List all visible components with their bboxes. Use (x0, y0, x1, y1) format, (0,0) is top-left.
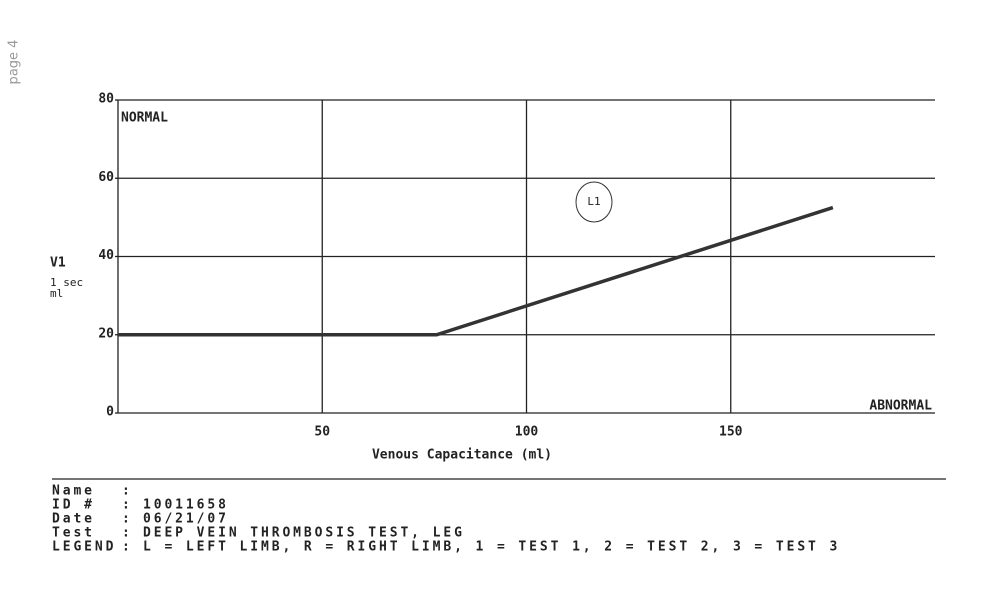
field-separator: : (122, 512, 133, 527)
field-label: Test (52, 526, 95, 541)
y-axis-title: V1 (50, 256, 66, 271)
field-separator: : (122, 540, 133, 555)
y-tick-label: 60 (98, 170, 114, 185)
y-tick-label: 0 (106, 405, 114, 420)
x-axis-title: Venous Capacitance (ml) (372, 448, 552, 463)
field-value: 10011658 (143, 498, 229, 513)
normal-label: NORMAL (121, 111, 168, 126)
field-label: Date (52, 512, 95, 527)
field-value: 06/21/07 (143, 512, 229, 527)
y-tick-label: 40 (98, 248, 114, 263)
field-separator: : (122, 526, 133, 541)
page-label: page 4 (7, 40, 22, 85)
y-tick-label: 20 (98, 326, 114, 341)
field-label: ID # (52, 498, 95, 513)
field-value: DEEP VEIN THROMBOSIS TEST, LEG (143, 526, 465, 541)
x-tick-label: 150 (719, 425, 743, 440)
y-tick-label: 80 (98, 92, 114, 107)
y-unit: 1 sec (50, 276, 83, 289)
y-unit: ml (50, 287, 63, 300)
series-label: L1 (587, 195, 600, 208)
field-separator: : (122, 498, 133, 513)
field-label: LEGEND (52, 540, 116, 555)
annotation-circle (575, 181, 613, 223)
x-tick-label: 100 (515, 425, 539, 440)
field-value: L = LEFT LIMB, R = RIGHT LIMB, 1 = TEST … (143, 540, 840, 555)
data-line (118, 205, 834, 337)
field-separator: : (122, 484, 133, 499)
field-label: Name (52, 484, 95, 499)
abnormal-label: ABNORMAL (869, 399, 932, 414)
x-tick-label: 50 (314, 425, 330, 440)
